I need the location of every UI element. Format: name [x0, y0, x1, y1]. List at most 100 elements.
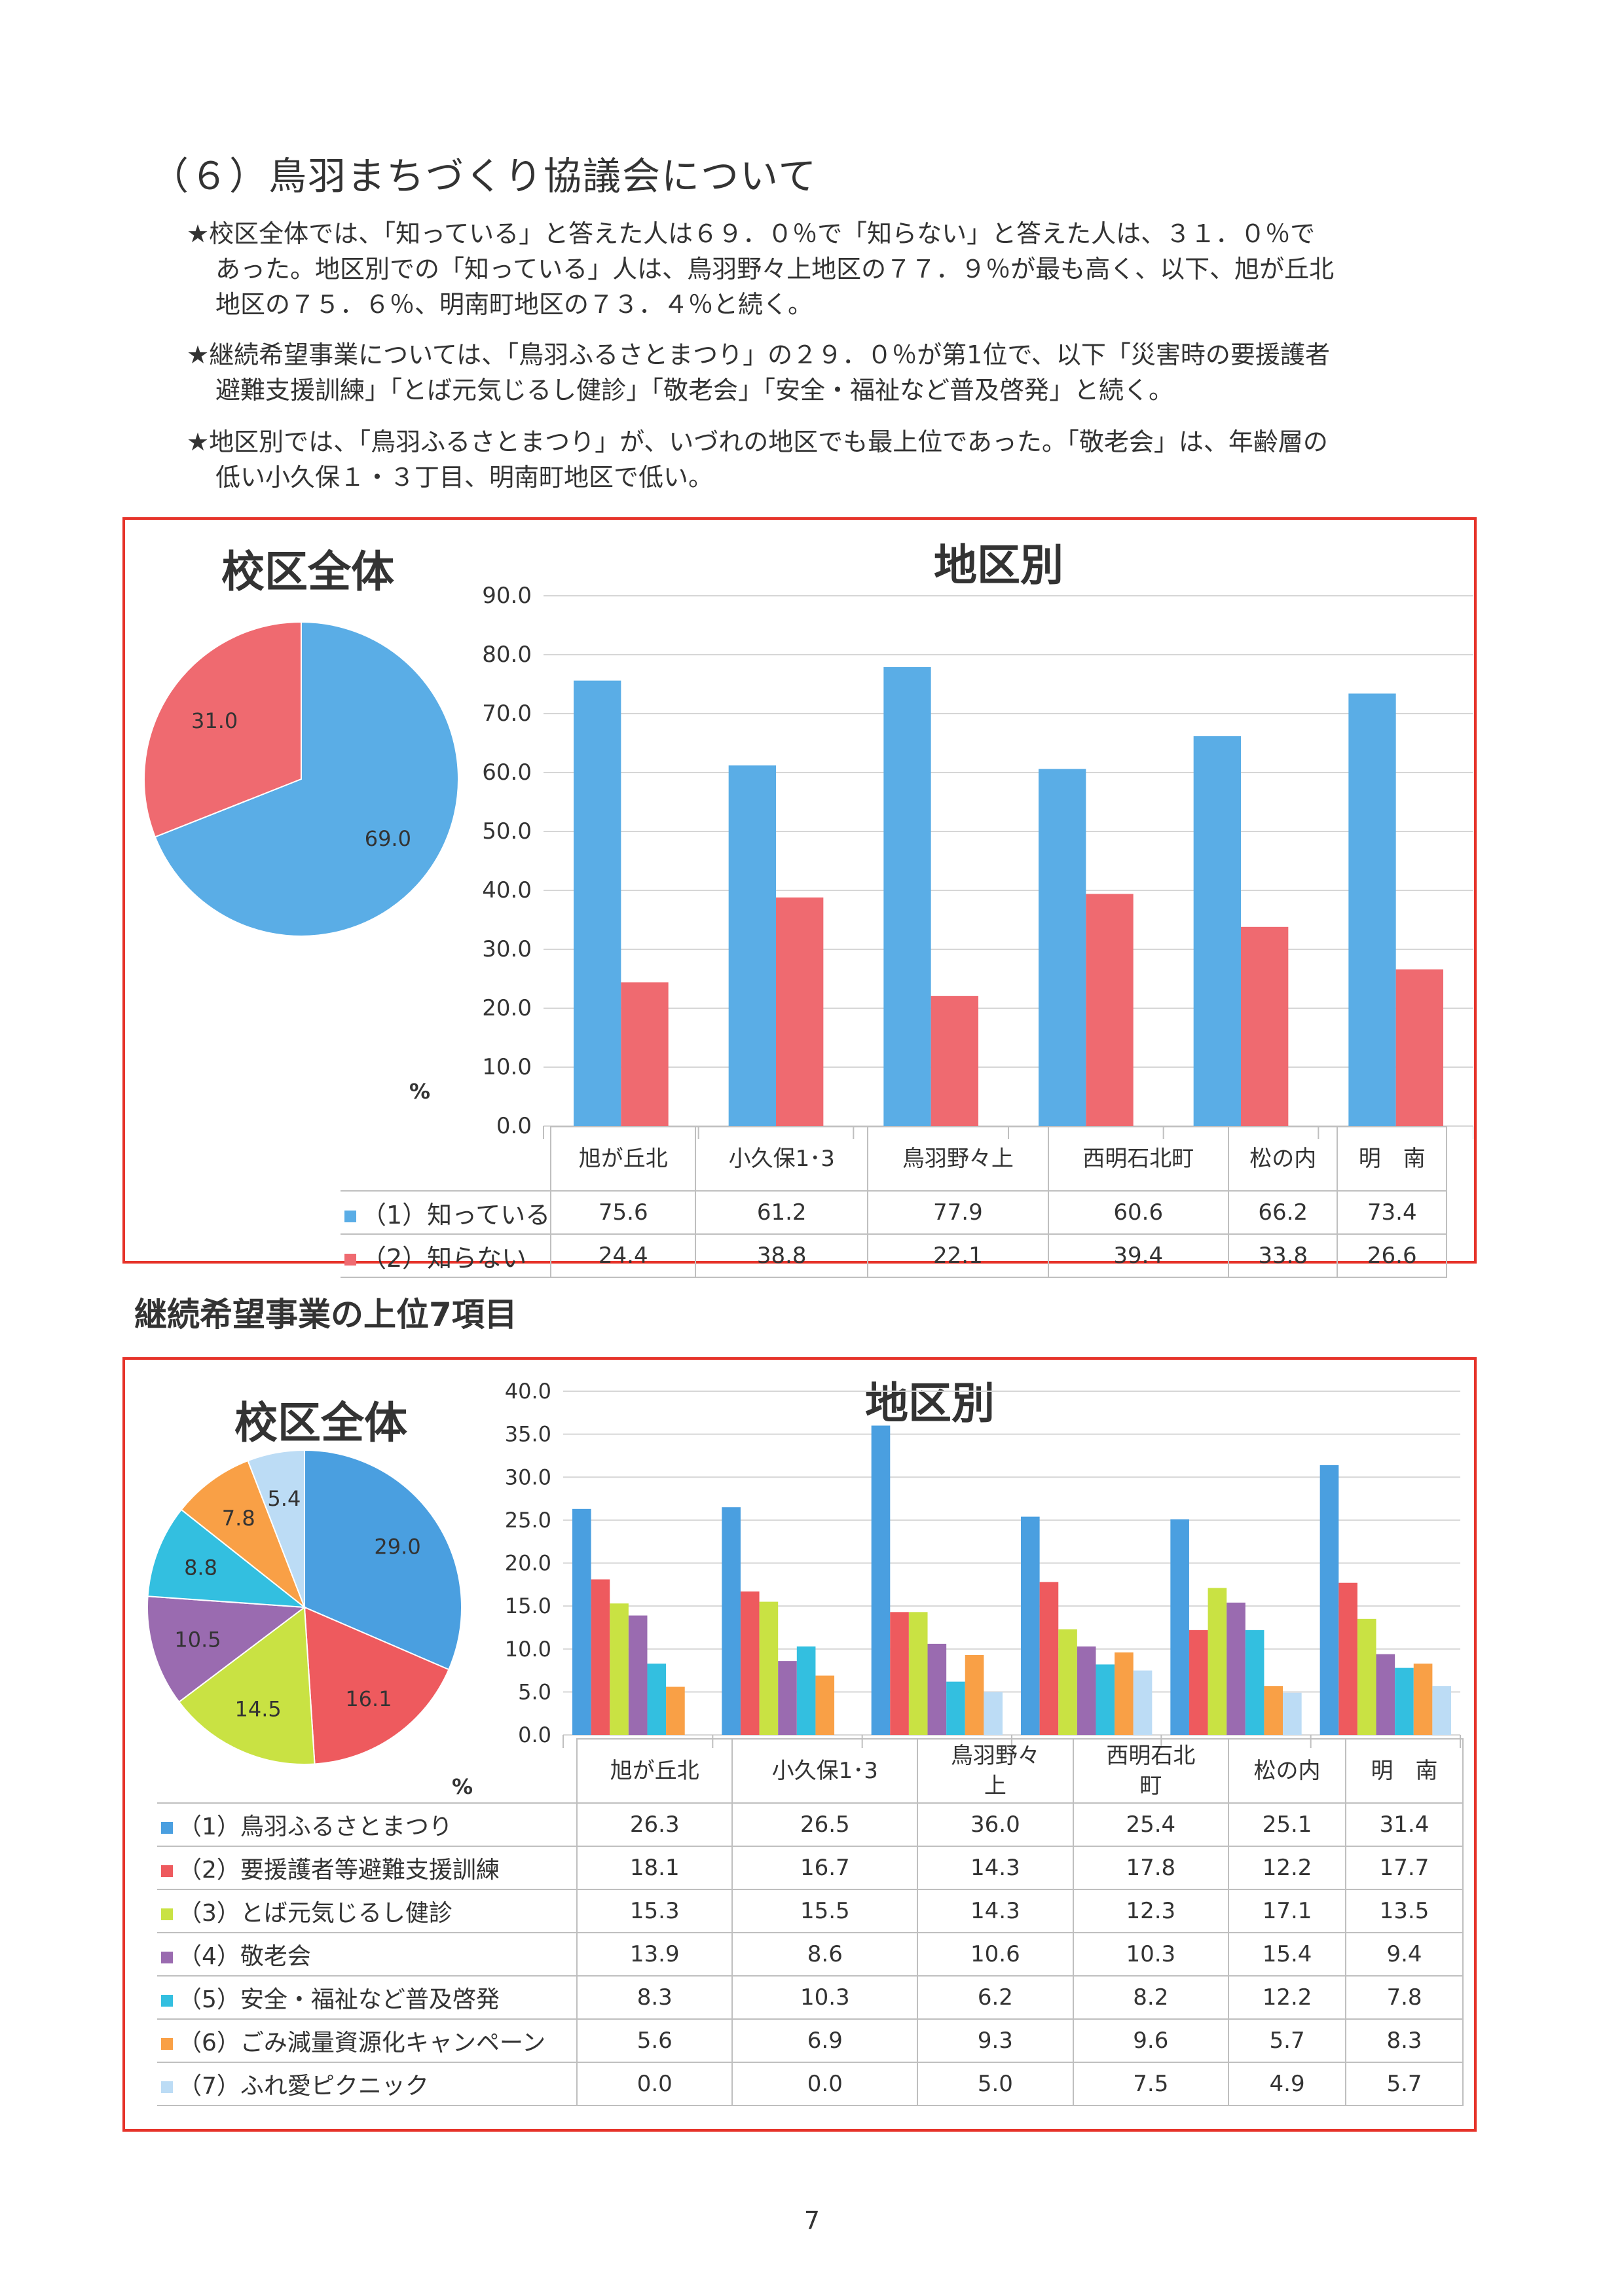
paragraph-line: ★地区別では、「鳥羽ふるさとまつり」が、いづれの地区でも最上位であった。「敬老会…	[187, 428, 1328, 456]
legend-swatch	[161, 1952, 173, 1963]
bar	[1320, 1465, 1339, 1735]
y-tick-label: 40.0	[505, 1379, 551, 1404]
y-tick-label: 35.0	[505, 1422, 551, 1447]
table-cell: 9.4	[1345, 1932, 1464, 1977]
awareness-data-table: 旭が丘北 小久保1･3 鳥羽野々上 西明石北町 松の内 明 南 （1）知っている…	[341, 1126, 1447, 1278]
pie-slice	[143, 621, 302, 838]
bar-title: 地区別	[812, 1368, 1048, 1431]
table-cell: 14.3	[917, 1846, 1074, 1890]
table-cell: 5.7	[1228, 2018, 1347, 2063]
table-cell: 38.8	[695, 1233, 869, 1278]
pie-data-label: 8.8	[184, 1556, 217, 1580]
bar	[1058, 1629, 1077, 1735]
bar	[1115, 1652, 1134, 1735]
table-cell: 16.7	[731, 1846, 919, 1890]
table-cell: 14.3	[917, 1889, 1074, 1933]
table-cell: 39.4	[1047, 1233, 1229, 1278]
bar	[1264, 1686, 1283, 1735]
table-cell: 25.1	[1228, 1802, 1347, 1847]
bar	[927, 1643, 947, 1735]
pie-title: 校区全体	[234, 1398, 407, 1448]
table-cell: 15.3	[576, 1889, 733, 1933]
table-cell: 10.3	[731, 1975, 919, 2020]
bar	[883, 666, 931, 1126]
paragraph-line: あった。地区別での「知っている」人は、鳥羽野々上地区の７７．９％が最も高く、以下…	[215, 255, 1335, 283]
series-label: （1）知っている	[341, 1190, 552, 1235]
bar	[759, 1601, 779, 1735]
y-tick-label: 40.0	[482, 877, 532, 903]
bar	[1096, 1664, 1115, 1735]
legend-swatch	[161, 1822, 173, 1834]
legend-swatch	[161, 1995, 173, 2007]
table-row: （2）要援護者等避難支援訓練 18.1 16.7 14.3 17.8 12.2 17.7	[157, 1846, 1464, 1890]
section-heading: （６）鳥羽まちづくり協議会について	[151, 154, 818, 198]
bar	[776, 897, 824, 1126]
y-tick-label: 80.0	[482, 642, 532, 668]
y-tick-label: 5.0	[518, 1679, 551, 1704]
bar	[666, 1686, 685, 1735]
table-cell: 8.3	[576, 1975, 733, 2020]
table-cell: 10.6	[917, 1932, 1074, 1977]
series-name: （4）敬老会	[178, 1943, 311, 1970]
summary-paragraph-2: ★継続希望事業については、「鳥羽ふるさとまつり」の２９．０％が第1位で、以下「災…	[187, 337, 1490, 408]
legend-swatch	[344, 1211, 356, 1222]
bar	[1227, 1602, 1246, 1735]
unit-label: %	[409, 1079, 431, 1104]
program-data-table: 旭が丘北 小久保1･3 鳥羽野々 上 西明石北 町 松の内 明 南 （1）鳥羽ふ…	[157, 1738, 1464, 2106]
category-label: 西明石北 町	[1072, 1738, 1230, 1804]
bar	[572, 1508, 591, 1735]
table-cell: 6.2	[917, 1975, 1074, 2020]
category-label: 松の内	[1227, 1126, 1338, 1192]
series-name: （6）ごみ減量資源化キャンペーン	[178, 2030, 546, 2056]
page-number: 7	[803, 2206, 821, 2235]
table-header-row: 旭が丘北 小久保1･3 鳥羽野々 上 西明石北 町 松の内 明 南	[157, 1738, 1464, 1804]
table-cell: 33.8	[1227, 1233, 1338, 1278]
bar	[1283, 1692, 1302, 1735]
table-row: （6）ごみ減量資源化キャンペーン 5.6 6.9 9.3 9.6 5.7 8.3	[157, 2018, 1464, 2063]
bar	[1086, 894, 1134, 1126]
pie-slice	[180, 1459, 306, 1610]
program-pie-chart: 29.0 16.1 14.5 10.5 8.8 7.8 5.4	[147, 1449, 462, 1765]
y-tick-label: 60.0	[482, 759, 532, 786]
summary-paragraph-1: ★校区全体では、「知っている」と答えた人は６９．０％で「知らない」と答えた人は、…	[187, 216, 1490, 322]
y-tick-label: 10.0	[482, 1054, 532, 1080]
table-cell: 77.9	[867, 1190, 1049, 1235]
bar	[890, 1612, 909, 1735]
category-label: 小久保1･3	[695, 1126, 869, 1192]
table-cell: 6.9	[731, 2018, 919, 2063]
pie-slice	[154, 621, 459, 937]
series-name: （2）要援護者等避難支援訓練	[178, 1857, 500, 1884]
bar	[908, 1612, 928, 1735]
bar	[1077, 1646, 1096, 1735]
pie-data-label: 10.5	[174, 1627, 221, 1652]
series-name: （5）安全・福祉など普及啓発	[178, 1986, 500, 2013]
category-label: 旭が丘北	[550, 1126, 697, 1192]
series-label: （7）ふれ愛ピクニック	[157, 2062, 578, 2106]
table-cell: 8.2	[1072, 1975, 1230, 2020]
pie-data-label: 5.4	[267, 1486, 301, 1511]
bar	[591, 1579, 610, 1735]
table-row: （5）安全・福祉など普及啓発 8.3 10.3 6.2 8.2 12.2 7.8	[157, 1975, 1464, 2020]
table-cell: 5.7	[1345, 2062, 1464, 2106]
bar	[815, 1675, 835, 1735]
y-tick-label: 90.0	[482, 583, 532, 609]
category-label: 明 南	[1345, 1738, 1464, 1804]
y-tick-label: 0.0	[496, 1113, 532, 1139]
table-cell: 7.5	[1072, 2062, 1230, 2106]
category-label: 鳥羽野々 上	[917, 1738, 1074, 1804]
bar	[722, 1507, 741, 1735]
series-name: （2）知らない	[361, 1243, 527, 1273]
y-tick-label: 70.0	[482, 701, 532, 727]
table-cell: 26.3	[576, 1802, 733, 1847]
awareness-bar-chart: 0.0 10.0 20.0 30.0 40.0 50.0 60.0 70.0 80.0 90.0	[482, 583, 1473, 1139]
legend-swatch	[161, 1908, 173, 1920]
series-label: （4）敬老会	[157, 1932, 578, 1977]
table-cell: 17.7	[1345, 1846, 1464, 1890]
table-cell: 13.5	[1345, 1889, 1464, 1933]
series-label: （6）ごみ減量資源化キャンペーン	[157, 2018, 578, 2063]
table-cell: 75.6	[550, 1190, 697, 1235]
category-label: 鳥羽野々上	[867, 1126, 1049, 1192]
pie-slice	[147, 1595, 306, 1703]
pie-title: 校区全体	[221, 547, 394, 597]
table-cell: 12.2	[1228, 1846, 1347, 1890]
